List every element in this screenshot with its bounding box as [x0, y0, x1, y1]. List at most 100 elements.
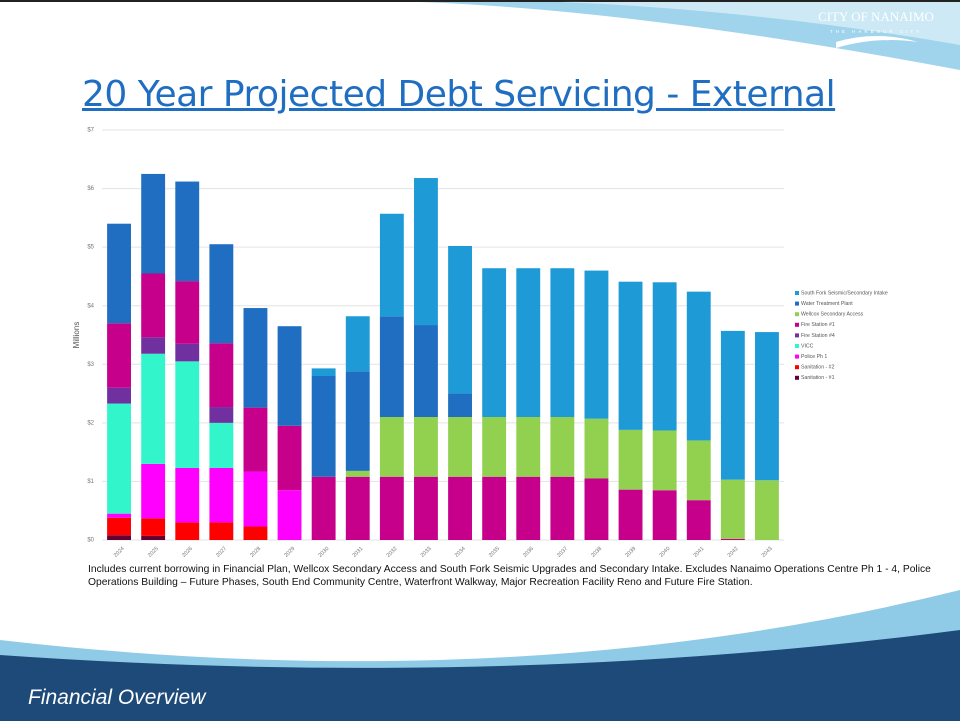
bar-segment [686, 291, 711, 441]
bar-segment [175, 361, 200, 468]
bar-segment [209, 244, 234, 344]
bar-segment [209, 343, 234, 408]
bar-segment [277, 490, 302, 540]
bar-segment [141, 463, 166, 519]
bar-segment [107, 535, 131, 540]
x-tick-label: 2040 [659, 546, 672, 559]
bar-segment [720, 479, 745, 539]
bar-segment [379, 316, 404, 417]
legend-swatch [795, 375, 799, 380]
x-tick-label: 2033 [420, 546, 433, 559]
legend-label: South Fork Seismic/Secondary Intake [801, 290, 888, 296]
legend-label: Police Ph 1 [801, 354, 827, 360]
bar-segment [379, 213, 404, 317]
bar-segment [755, 480, 779, 540]
y-tick-label: $5 [87, 245, 94, 251]
x-tick-label: 2027 [215, 546, 228, 559]
footnote: Includes current borrowing in Financial … [88, 564, 931, 588]
bar-segment [311, 376, 336, 477]
bar-segment [448, 417, 472, 477]
bar-segment [652, 282, 677, 431]
bar-segment [482, 268, 507, 417]
x-tick-label: 2026 [181, 546, 194, 559]
legend-swatch [795, 312, 799, 317]
y-tick-label: $2 [87, 420, 94, 426]
y-axis-label: Millions [72, 322, 81, 349]
x-tick-label: 2028 [249, 546, 262, 559]
bar-segment [311, 476, 336, 540]
legend-swatch [795, 354, 799, 359]
bar-segment [175, 181, 200, 282]
bar-segment [550, 417, 575, 477]
bar-segment [414, 417, 438, 477]
bar-segment [243, 526, 268, 540]
bar-segment [141, 353, 166, 464]
x-tick-label: 2041 [693, 546, 706, 559]
bar-segment [277, 425, 302, 491]
x-tick-label: 2024 [113, 546, 126, 559]
bar-segment [448, 476, 472, 540]
x-tick-label: 2029 [283, 546, 296, 559]
bar-segment [482, 417, 507, 477]
legend-label: Wellcox Secondary Access [801, 312, 864, 318]
bar-segment [516, 417, 541, 477]
bar-segment [311, 368, 336, 376]
x-tick-label: 2042 [727, 546, 740, 559]
top-border [0, 0, 960, 2]
slide-title: 20 Year Projected Debt Servicing - Exter… [82, 74, 836, 115]
bar-segment [755, 332, 779, 481]
bar-segment [141, 173, 166, 274]
legend-label: Fire Station #4 [801, 333, 835, 339]
x-tick-label: 2035 [488, 546, 501, 559]
legend-swatch [795, 333, 799, 338]
bar-segment [141, 518, 166, 536]
bar-segment [448, 393, 472, 417]
x-tick-label: 2037 [556, 546, 569, 559]
legend-swatch [795, 365, 799, 370]
logo-wave [836, 36, 918, 48]
x-tick-label: 2036 [522, 546, 535, 559]
bar-segment [209, 467, 234, 523]
bar-segment [175, 522, 200, 540]
bar-segment [618, 281, 643, 430]
bar-segment [652, 490, 677, 540]
bar-segment [652, 430, 677, 491]
bar-segment [345, 476, 370, 540]
x-tick-label: 2043 [761, 546, 774, 559]
bar-segment [345, 316, 370, 372]
bar-segment [686, 440, 711, 501]
bar-segment [209, 422, 234, 468]
logo-name: CITY OF NANAIMO [818, 9, 934, 24]
bar-segment [379, 476, 404, 540]
x-tick-label: 2034 [454, 546, 467, 559]
y-tick-label: $3 [87, 362, 94, 368]
bar-segment [141, 337, 166, 354]
bar-segment [175, 281, 200, 344]
top-swoosh-light [560, 2, 960, 45]
y-tick-label: $6 [87, 186, 94, 192]
bar-segment [107, 387, 131, 404]
bar-segment [243, 308, 268, 408]
bar-segment [550, 476, 575, 540]
bar-segment [175, 467, 200, 523]
bar-segment [618, 489, 643, 540]
bar-segment [107, 517, 131, 536]
bar-segment [141, 273, 166, 338]
bar-segment [720, 330, 745, 480]
bar-segment [141, 535, 166, 540]
y-tick-label: $7 [87, 128, 94, 134]
bar-segment [277, 326, 302, 426]
bar-segment [516, 268, 541, 417]
bar-segment [345, 371, 370, 471]
bar-segment [550, 268, 575, 417]
bar-segment [379, 417, 404, 477]
footer: Financial Overview [28, 686, 206, 709]
bar-segment [516, 476, 541, 540]
bar-segment [107, 513, 131, 518]
bar-segment [414, 325, 438, 417]
legend-label: Fire Station #1 [801, 322, 835, 328]
bar-segment [584, 418, 609, 479]
bar-segment [448, 245, 472, 394]
